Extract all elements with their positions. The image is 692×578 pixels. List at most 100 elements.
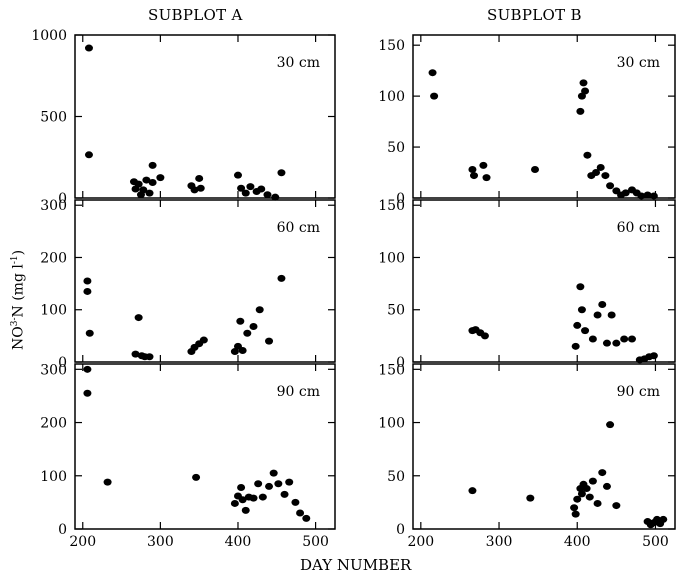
data-point	[606, 182, 615, 190]
data-point	[131, 350, 140, 358]
depth-label: 60 cm	[617, 220, 660, 236]
y-tick-label: 300	[40, 362, 67, 378]
data-point	[134, 180, 143, 188]
y-tick-label: 1000	[31, 28, 67, 44]
data-point	[602, 339, 611, 347]
data-point	[430, 92, 439, 100]
y-tick-label: 0	[58, 522, 67, 538]
data-point	[237, 184, 246, 192]
data-point	[271, 193, 280, 201]
data-point	[582, 485, 591, 493]
panel-frame	[412, 363, 676, 530]
data-point	[607, 311, 616, 319]
depth-label: 90 cm	[277, 384, 320, 400]
x-tick-label: 300	[147, 534, 174, 550]
data-point	[531, 165, 540, 173]
y-tick-label: 100	[378, 416, 405, 432]
data-point	[637, 192, 646, 200]
x-tick-label: 500	[642, 534, 669, 550]
data-point	[601, 172, 610, 180]
data-point	[83, 287, 92, 295]
data-point	[249, 322, 258, 330]
y-tick-label: 300	[40, 198, 67, 214]
y-tick-label: 150	[378, 38, 405, 54]
data-point	[277, 169, 286, 177]
data-point	[577, 306, 586, 314]
data-point	[196, 184, 205, 192]
data-point	[428, 69, 437, 77]
data-point	[581, 327, 590, 335]
data-point	[238, 496, 247, 504]
y-tick-label: 0	[396, 191, 405, 207]
data-point	[285, 478, 294, 486]
x-tick-label: 500	[302, 534, 329, 550]
y-tick-label: 0	[58, 191, 67, 207]
data-point	[257, 185, 266, 193]
y-tick-label: 50	[387, 140, 405, 156]
data-point	[649, 192, 658, 200]
data-point	[659, 515, 668, 523]
data-point	[84, 151, 93, 159]
data-point	[83, 277, 92, 285]
depth-label: 30 cm	[277, 55, 320, 71]
data-point	[263, 191, 272, 199]
data-point	[576, 107, 585, 115]
subplot-b-title: SUBPLOT B	[487, 6, 582, 24]
depth-label: 30 cm	[617, 55, 660, 71]
data-point	[482, 174, 491, 182]
y-tick-label: 100	[40, 469, 67, 485]
data-point	[255, 306, 264, 314]
data-point	[593, 311, 602, 319]
data-point	[571, 510, 580, 518]
panel-frame	[412, 199, 676, 363]
y-tick-label: 50	[387, 469, 405, 485]
data-point	[277, 274, 286, 282]
data-point	[280, 490, 289, 498]
data-point	[145, 353, 154, 361]
data-point	[596, 163, 605, 171]
data-point	[468, 165, 477, 173]
data-point	[592, 169, 601, 177]
data-point	[233, 171, 242, 179]
data-point	[576, 283, 585, 291]
data-point	[190, 186, 199, 194]
x-tick-label: 200	[407, 534, 434, 550]
data-point	[142, 176, 151, 184]
x-axis-label: DAY NUMBER	[300, 556, 412, 574]
data-point	[199, 336, 208, 344]
data-point	[258, 493, 267, 501]
data-point	[620, 335, 629, 343]
data-point	[246, 183, 255, 191]
y-tick-label: 0	[396, 522, 405, 538]
y-tick-label: 100	[40, 303, 67, 319]
data-point	[241, 506, 250, 514]
data-point	[195, 174, 204, 182]
panel-frame	[74, 199, 336, 363]
data-point	[238, 347, 247, 355]
data-point	[588, 477, 597, 485]
depth-label: 60 cm	[277, 220, 320, 236]
data-point	[139, 186, 148, 194]
data-point	[83, 389, 92, 397]
data-point	[236, 317, 245, 325]
data-point	[570, 504, 579, 512]
data-point	[241, 189, 250, 197]
data-point	[269, 469, 278, 477]
data-point	[649, 352, 658, 360]
y-tick-label: 500	[40, 110, 67, 126]
data-point	[291, 498, 300, 506]
data-point	[593, 499, 602, 507]
data-point	[148, 179, 157, 187]
data-point	[621, 189, 630, 197]
data-point	[480, 332, 489, 340]
data-point	[577, 490, 586, 498]
data-point	[612, 339, 621, 347]
data-point	[302, 514, 311, 522]
data-point	[598, 301, 607, 309]
data-point	[598, 469, 607, 477]
data-point	[470, 172, 479, 180]
y-tick-label: 150	[378, 362, 405, 378]
data-point	[526, 494, 535, 502]
data-point	[479, 161, 488, 169]
y-tick-label: 200	[40, 416, 67, 432]
